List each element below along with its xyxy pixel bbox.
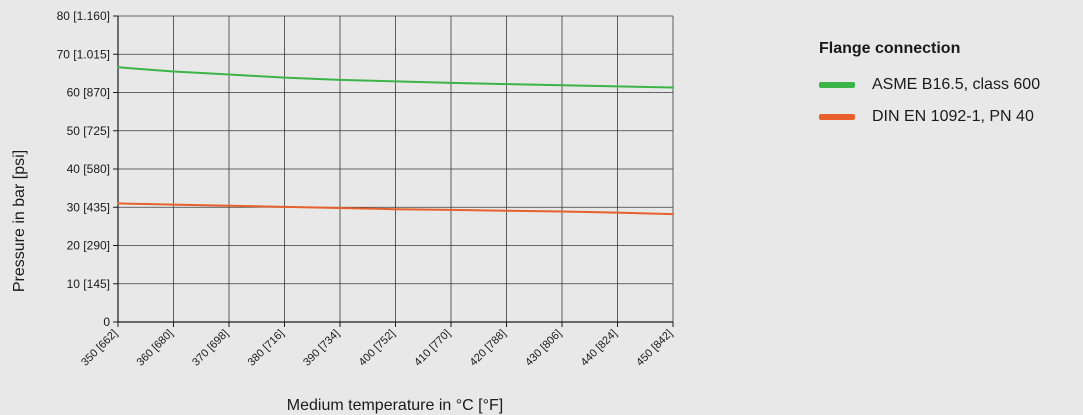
- legend-swatch-din: [819, 114, 855, 120]
- x-tick-label: 390 [734]: [301, 328, 342, 369]
- series-line-asme: [117, 66, 674, 89]
- legend-item-din: DIN EN 1092-1, PN 40: [819, 104, 1040, 130]
- x-tick-label: 420 [788]: [468, 328, 509, 369]
- x-tick-label: 350 [662]: [79, 328, 120, 369]
- legend: Flange connection ASME B16.5, class 600 …: [819, 40, 1040, 136]
- x-tick-label: 450 [842]: [634, 328, 675, 369]
- legend-swatch-asme: [819, 82, 855, 88]
- y-tick-label: 0: [103, 315, 110, 329]
- series-line-din: [117, 202, 674, 216]
- x-tick-label: 410 [770]: [412, 328, 453, 369]
- legend-label-din: DIN EN 1092-1, PN 40: [872, 108, 1034, 125]
- y-tick-label: 80 [1.160]: [57, 9, 110, 23]
- y-tick-label: 30 [435]: [67, 200, 110, 214]
- y-tick-label: 70 [1.015]: [57, 47, 110, 61]
- y-axis-title: Pressure in bar [psi]: [11, 150, 28, 292]
- y-tick-label: 60 [870]: [67, 86, 110, 100]
- legend-title: Flange connection: [819, 40, 961, 57]
- legend-item-asme: ASME B16.5, class 600: [819, 72, 1040, 98]
- y-tick-label: 40 [580]: [67, 162, 110, 176]
- y-tick-label: 10 [145]: [67, 277, 110, 291]
- x-tick-label: 360 [680]: [135, 328, 176, 369]
- x-tick-label: 380 [716]: [246, 328, 287, 369]
- y-tick-label: 50 [725]: [67, 124, 110, 138]
- x-axis-title: Medium temperature in °C [°F]: [287, 397, 503, 414]
- x-tick-label: 400 [752]: [357, 328, 398, 369]
- y-tick-label: 20 [290]: [67, 239, 110, 253]
- x-tick-label: 370 [698]: [190, 328, 231, 369]
- x-tick-label: 430 [806]: [523, 328, 564, 369]
- legend-label-asme: ASME B16.5, class 600: [872, 76, 1041, 93]
- x-tick-label: 440 [824]: [579, 328, 620, 369]
